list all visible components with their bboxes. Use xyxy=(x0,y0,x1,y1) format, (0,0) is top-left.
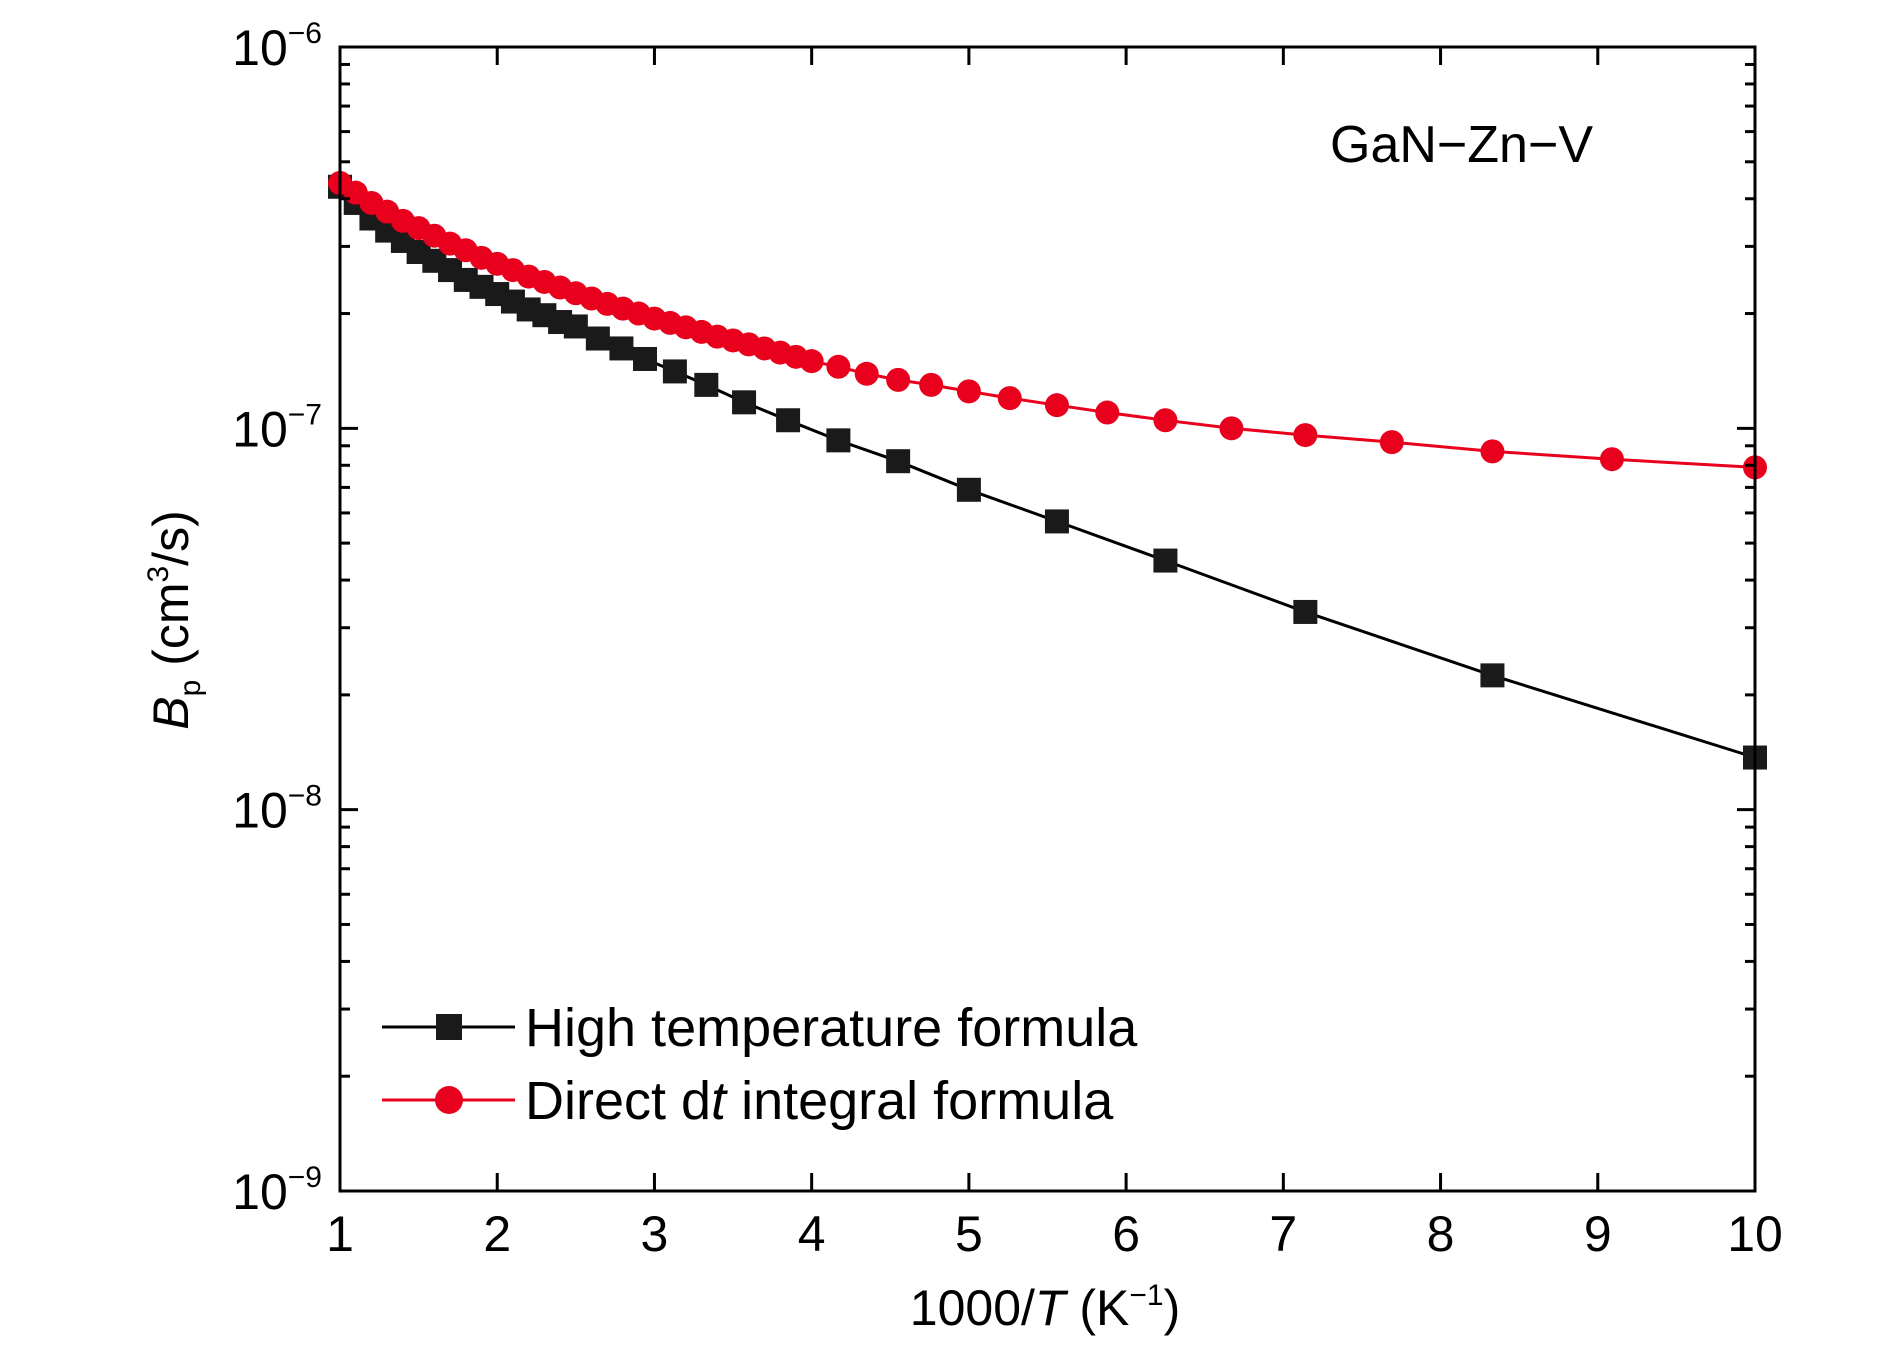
data-point-high-temp xyxy=(886,449,911,474)
y-tick-label: 10−6 xyxy=(232,17,322,76)
y-tick-label-base: 10 xyxy=(232,783,288,839)
x-tick-label: 9 xyxy=(1584,1206,1612,1262)
series-layer xyxy=(328,170,1767,770)
ticks-layer xyxy=(338,47,1757,1193)
x-tick-label: 7 xyxy=(1269,1206,1297,1262)
data-point-high-temp xyxy=(956,477,981,502)
y-tick-label-exp: −7 xyxy=(288,398,322,431)
data-point-direct xyxy=(1153,408,1178,433)
data-point-high-temp xyxy=(1044,509,1069,534)
legend-label-direct-prefix: Direct d xyxy=(525,1071,711,1131)
x-axis-title-unit-close: ) xyxy=(1164,1280,1181,1336)
y-axis-title-unit-close: /s) xyxy=(143,510,199,566)
legend-label-direct-var: t xyxy=(711,1071,728,1131)
x-tick-label: 1 xyxy=(326,1206,354,1262)
data-point-high-temp xyxy=(732,390,757,415)
y-axis-title: Bp (cm3/s) xyxy=(142,510,207,729)
data-point-direct xyxy=(1480,439,1505,464)
data-point-direct xyxy=(886,367,911,392)
x-axis-title-unit-open: (K xyxy=(1065,1280,1129,1336)
data-point-high-temp xyxy=(563,314,588,339)
x-axis-title: 1000/T (K−1) xyxy=(910,1279,1180,1336)
x-axis-title-var: T xyxy=(1035,1280,1069,1336)
y-tick-label-exp: −9 xyxy=(288,1161,322,1194)
y-tick-label-exp: −8 xyxy=(288,780,322,813)
legend-label-high-temp: High temperature formula xyxy=(525,998,1138,1058)
data-point-high-temp xyxy=(633,346,658,371)
data-point-direct xyxy=(919,372,944,397)
data-point-high-temp xyxy=(1293,599,1318,624)
legend-marker-direct xyxy=(435,1086,463,1114)
data-point-high-temp xyxy=(1153,548,1178,573)
legend-label-direct-suffix: integral formula xyxy=(726,1071,1114,1131)
data-point-high-temp xyxy=(662,359,687,384)
series-direct xyxy=(328,170,1767,480)
x-tick-label: 3 xyxy=(641,1206,669,1262)
x-tick-label: 10 xyxy=(1727,1206,1783,1262)
data-point-direct xyxy=(997,386,1022,411)
x-tick-label: 4 xyxy=(798,1206,826,1262)
plot-frame xyxy=(338,45,1757,1193)
y-axis-title-unit-sup: 3 xyxy=(142,566,175,583)
data-point-direct xyxy=(1219,416,1244,441)
data-point-direct xyxy=(799,349,824,374)
y-tick-label: 10−7 xyxy=(232,398,322,457)
y-tick-label: 10−8 xyxy=(232,780,322,839)
x-tick-label: 8 xyxy=(1427,1206,1455,1262)
x-tick-label: 2 xyxy=(483,1206,511,1262)
annotation-label: GaN−Zn−V xyxy=(1330,116,1593,174)
y-axis-title-unit-open: (cm xyxy=(143,582,199,679)
y-axis-title-var: B xyxy=(143,696,199,729)
legend-label-direct: Direct dt integral formula xyxy=(525,1071,1114,1131)
data-point-high-temp xyxy=(585,326,610,351)
legend-marker-high-temp xyxy=(436,1014,462,1040)
y-tick-label-base: 10 xyxy=(232,401,288,457)
y-tick-label-exp: −6 xyxy=(288,17,322,50)
data-point-high-temp xyxy=(1480,663,1505,688)
x-axis-title-unit-sup: −1 xyxy=(1129,1279,1163,1312)
y-tick-label-base: 10 xyxy=(232,20,288,76)
data-point-direct xyxy=(1379,430,1404,455)
data-point-direct xyxy=(1599,447,1624,472)
x-axis-title-prefix: 1000/ xyxy=(910,1280,1035,1336)
data-point-direct xyxy=(1095,400,1120,425)
x-tick-label: 6 xyxy=(1112,1206,1140,1262)
data-point-direct xyxy=(956,379,981,404)
y-tick-label: 10−9 xyxy=(232,1161,322,1220)
data-point-high-temp xyxy=(776,408,801,433)
y-axis-title-sub: p xyxy=(174,680,207,697)
x-tick-label: 5 xyxy=(955,1206,983,1262)
y-tick-label-base: 10 xyxy=(232,1164,288,1220)
data-point-direct xyxy=(1293,423,1318,448)
data-point-high-temp xyxy=(694,372,719,397)
data-point-high-temp xyxy=(609,336,634,361)
legend: High temperature formula Direct dt integ… xyxy=(382,998,1138,1131)
data-point-high-temp xyxy=(826,428,851,453)
data-point-direct xyxy=(854,361,879,386)
data-point-direct xyxy=(1044,393,1069,418)
data-point-direct xyxy=(826,354,851,379)
